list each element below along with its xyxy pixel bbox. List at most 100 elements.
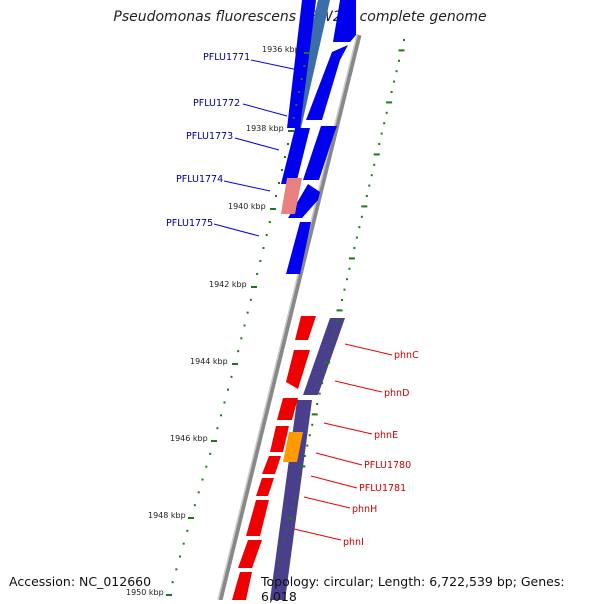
gc-minor-tick: [316, 403, 319, 405]
cds-arrow[interactable]: [262, 456, 281, 474]
ruler-minor-tick: [205, 465, 208, 468]
cds-arrow[interactable]: [288, 184, 320, 218]
ruler-minor-tick: [284, 156, 286, 158]
gc-major-tick: [348, 257, 355, 260]
cds-arrow[interactable]: [306, 45, 348, 120]
ruler-minor-tick: [220, 414, 222, 417]
gc-major-tick: [299, 465, 306, 468]
cds-block[interactable]: [281, 128, 310, 184]
gene-label[interactable]: phnH: [352, 504, 377, 515]
gc-minor-tick: [286, 527, 289, 530]
cds-arrow[interactable]: [277, 398, 298, 420]
ruler-labels: 1936 kbp 1938 kbp 1940 kbp 1942 kbp 1944…: [126, 45, 300, 597]
gene-labels-blue: PFLU1771 PFLU1772 PFLU1773 PFLU1774 PFLU…: [166, 52, 299, 237]
gc-minor-tick: [353, 247, 356, 249]
gc-minor-tick: [328, 351, 331, 353]
gc-minor-tick: [306, 444, 309, 447]
ruler-label: 1946 kbp: [170, 434, 208, 443]
gc-minor-tick: [343, 288, 346, 291]
ruler-minor-tick: [240, 337, 243, 340]
minus-strand-cds-track: [232, 316, 316, 600]
gene-label[interactable]: phnD: [384, 388, 409, 399]
ruler-minor-tick: [216, 427, 219, 430]
gene-label[interactable]: PFLU1771: [203, 52, 250, 63]
gc-minor-tick: [395, 70, 398, 73]
gc-minor-tick: [360, 215, 363, 218]
accession-text: Accession: NC_012660: [9, 574, 152, 589]
ruler-minor-tick: [243, 324, 246, 327]
cds-arrow[interactable]: [246, 500, 269, 536]
gene-label[interactable]: phnI: [343, 537, 364, 548]
gc-minor-tick: [345, 278, 348, 281]
gc-minor-tick: [368, 184, 371, 187]
gc-minor-tick: [298, 475, 301, 478]
gc-major-tick: [361, 205, 368, 208]
ruler-minor-tick: [292, 117, 295, 119]
cds-arrow[interactable]: [333, 0, 356, 42]
gc-minor-tick: [303, 455, 306, 457]
orange-feature[interactable]: [283, 432, 303, 462]
gc-major-tick: [324, 361, 331, 364]
ruler-minor-tick: [262, 247, 265, 249]
ruler-ticks: [166, 52, 310, 596]
gc-minor-tick: [365, 195, 368, 197]
gc-major-tick: [398, 49, 405, 52]
cds-arrow[interactable]: [270, 426, 289, 452]
blast-hit-lower-block[interactable]: [303, 318, 345, 395]
ruler-minor-tick: [298, 91, 300, 93]
ruler-label: 1940 kbp: [228, 202, 266, 211]
cds-arrow[interactable]: [238, 540, 262, 568]
gc-minor-tick: [348, 267, 351, 270]
gc-minor-tick: [333, 330, 336, 333]
ruler-minor-tick: [197, 491, 200, 494]
cds-arrow[interactable]: [286, 350, 310, 389]
cds-arrow[interactable]: [295, 316, 316, 340]
pink-feature[interactable]: [281, 178, 302, 214]
cds-arrow[interactable]: [286, 222, 311, 274]
gc-minor-tick: [311, 423, 314, 426]
ruler-minor-tick: [249, 298, 252, 301]
gc-minor-tick: [293, 496, 296, 499]
gene-labels-red: phnC phnD phnE PFLU1780 PFLU1781 phnH ph…: [293, 343, 419, 548]
ruler-label: 1950 kbp: [126, 588, 164, 597]
ruler-minor-tick: [265, 234, 268, 236]
gene-label[interactable]: PFLU1774: [176, 174, 223, 185]
gc-minor-tick: [321, 382, 324, 385]
ruler-minor-tick: [186, 529, 189, 532]
gc-minor-tick: [373, 163, 376, 166]
gc-minor-tick: [318, 392, 321, 395]
gene-label[interactable]: phnE: [374, 430, 398, 441]
cds-arrow[interactable]: [303, 126, 337, 180]
gc-major-tick: [386, 101, 393, 104]
cds-arrow[interactable]: [232, 572, 252, 600]
ruler-minor-tick: [281, 169, 283, 171]
ruler-minor-tick: [295, 104, 298, 106]
gc-minor-tick: [336, 319, 339, 322]
gc-major-tick: [373, 153, 380, 156]
ruler-minor-tick: [193, 504, 196, 507]
gene-label[interactable]: PFLU1772: [193, 98, 240, 109]
gc-minor-tick: [279, 559, 281, 561]
ruler-minor-tick: [300, 78, 303, 80]
gc-minor-tick: [308, 434, 311, 437]
ruler-minor-tick: [175, 568, 178, 571]
cds-block[interactable]: [287, 0, 316, 128]
ruler-minor-tick: [227, 388, 229, 391]
gene-label[interactable]: PFLU1781: [359, 483, 406, 494]
ruler-minor-tick: [223, 401, 226, 404]
gene-label[interactable]: phnC: [394, 350, 419, 361]
ruler-minor-tick: [303, 65, 306, 67]
gene-label[interactable]: PFLU1775: [166, 218, 213, 229]
gc-major-tick: [286, 517, 293, 520]
gene-label[interactable]: PFLU1780: [364, 460, 411, 471]
gc-minor-tick: [393, 80, 396, 83]
ruler-minor-tick: [171, 581, 174, 584]
blast-hit-lower-block-2[interactable]: [270, 400, 312, 600]
gene-label[interactable]: PFLU1773: [186, 131, 233, 142]
gc-minor-tick: [323, 371, 326, 374]
gc-major-tick: [311, 413, 318, 416]
ruler-minor-tick: [230, 375, 233, 378]
gc-minor-tick: [380, 132, 383, 135]
cds-arrow[interactable]: [256, 478, 274, 496]
